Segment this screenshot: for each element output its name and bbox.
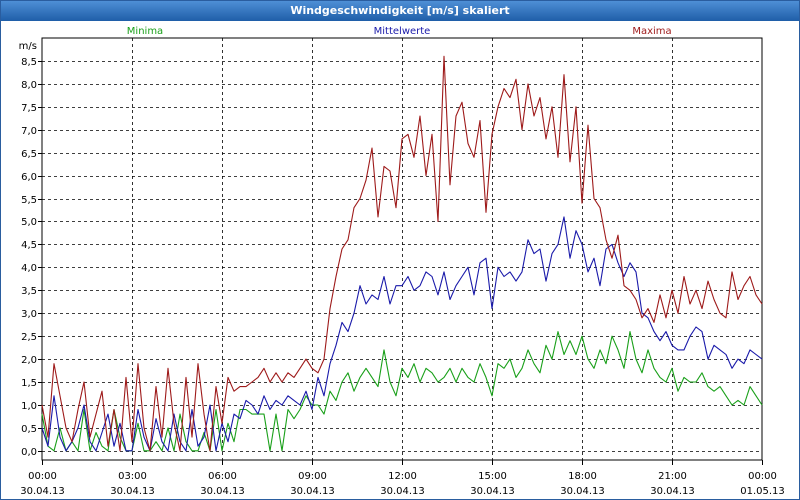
y-tick-label: 7,5 (21, 103, 37, 114)
x-tick-time: 12:00 (388, 471, 417, 482)
x-tick-date: 01.05.13 (740, 486, 785, 497)
y-tick-label: 8,0 (21, 80, 37, 91)
x-tick-date: 30.04.13 (200, 486, 245, 497)
x-tick-date: 30.04.13 (380, 486, 425, 497)
x-tick-date: 30.04.13 (20, 486, 65, 497)
x-tick-date: 30.04.13 (560, 486, 605, 497)
x-tick-date: 30.04.13 (470, 486, 515, 497)
y-tick-label: 0,5 (21, 424, 37, 435)
legend: Minima Mittelwerte Maxima (127, 26, 672, 37)
y-tick-label: 7,0 (21, 126, 37, 137)
grid (42, 38, 762, 460)
legend-mittelwerte: Mittelwerte (374, 26, 431, 37)
series-mittelwerte (41, 216, 763, 452)
y-tick-label: 6,5 (21, 149, 37, 160)
x-tick-time: 21:00 (658, 471, 687, 482)
x-tick-time: 18:00 (568, 471, 597, 482)
x-tick-time: 00:00 (28, 471, 57, 482)
window-title: Windgeschwindigkeit [m/s] skaliert (1, 1, 799, 21)
series-group (41, 55, 763, 452)
y-tick-label: 5,0 (21, 217, 37, 228)
x-tick-time: 15:00 (478, 471, 507, 482)
legend-minima: Minima (127, 26, 163, 37)
x-tick-time: 09:00 (298, 471, 327, 482)
y-tick-label: 1,0 (21, 401, 37, 412)
series-maxima (41, 55, 763, 452)
plot-border (41, 37, 763, 461)
x-tick-time: 03:00 (118, 471, 147, 482)
x-tick-date: 30.04.13 (650, 486, 695, 497)
series-minima (41, 331, 763, 452)
x-tick-time: 00:00 (748, 471, 777, 482)
y-tick-label: 3,0 (21, 309, 37, 320)
y-tick-label: 1,5 (21, 378, 37, 389)
y-tick-label: 0,0 (21, 447, 37, 458)
x-tick-time: 06:00 (208, 471, 237, 482)
y-tick-label: 2,5 (21, 332, 37, 343)
y-axis-label: m/s (19, 41, 37, 52)
y-tick-label: 8,5 (21, 57, 37, 68)
y-tick-label: 3,5 (21, 286, 37, 297)
legend-maxima: Maxima (632, 26, 671, 37)
y-tick-label: 2,0 (21, 355, 37, 366)
x-tick-date: 30.04.13 (290, 486, 335, 497)
y-tick-label: 4,0 (21, 263, 37, 274)
y-tick-label: 6,0 (21, 172, 37, 183)
x-tick-date: 30.04.13 (110, 486, 155, 497)
y-tick-label: 4,5 (21, 240, 37, 251)
y-tick-label: 5,5 (21, 195, 37, 206)
axes: 0,0 0,5 1,0 1,5 2,0 2,5 3,0 3,5 4,0 4,5 5,0 5,5 6,0 6… (19, 37, 785, 497)
